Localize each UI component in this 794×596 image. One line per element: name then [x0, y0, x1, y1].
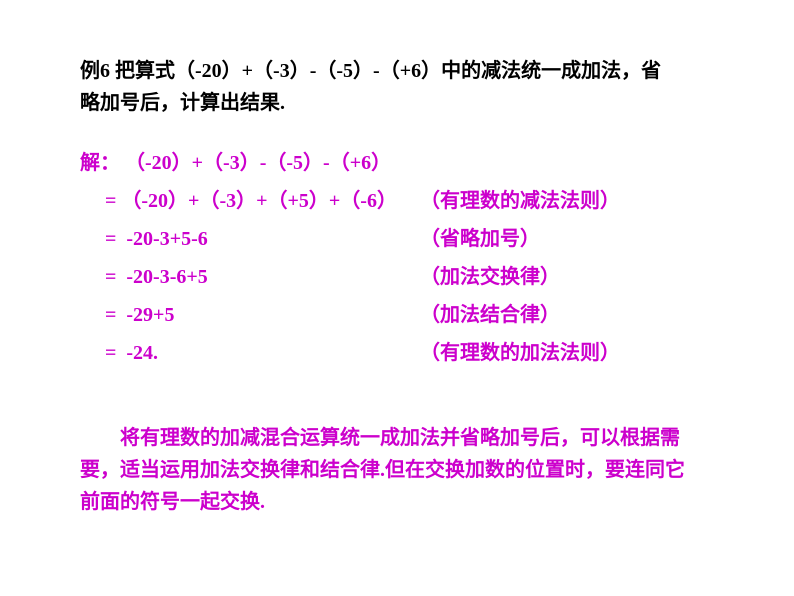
solution-step-right: （有理数的减法法则） — [420, 182, 714, 220]
solution-step-1: = （-20）+（-3）+（+5）+（-6） （有理数的减法法则） — [80, 182, 714, 220]
solution-step-2: = -20-3+5-6 （省略加号） — [80, 220, 714, 258]
solution-step-0: 解： （-20）+（-3）-（-5）-（+6） — [80, 144, 714, 182]
problem-line-1: 例6 把算式（-20）+（-3）-（-5）-（+6）中的减法统一成加法，省 — [80, 55, 714, 87]
solution-step-5: = -24. （有理数的加法法则） — [80, 334, 714, 372]
problem-line-2: 略加号后，计算出结果. — [80, 87, 714, 119]
solution-step-left: = （-20）+（-3）+（+5）+（-6） — [80, 182, 420, 220]
solution-step-left: = -29+5 — [80, 296, 420, 334]
solution-step-right: （加法交换律） — [420, 258, 714, 296]
solution-step-right — [420, 144, 714, 182]
solution-step-left: = -20-3-6+5 — [80, 258, 420, 296]
solution-step-left: = -20-3+5-6 — [80, 220, 420, 258]
solution-step-right: （省略加号） — [420, 220, 714, 258]
solution-step-3: = -20-3-6+5 （加法交换律） — [80, 258, 714, 296]
solution-step-left: 解： （-20）+（-3）-（-5）-（+6） — [80, 144, 420, 182]
problem-statement: 例6 把算式（-20）+（-3）-（-5）-（+6）中的减法统一成加法，省 略加… — [80, 55, 714, 119]
conclusion-line-2: 要，适当运用加法交换律和结合律.但在交换加数的位置时，要连同它 — [80, 454, 714, 486]
solution-step-right: （加法结合律） — [420, 296, 714, 334]
solution-step-right: （有理数的加法法则） — [420, 334, 714, 372]
solution-step-4: = -29+5 （加法结合律） — [80, 296, 714, 334]
conclusion-line-1: 将有理数的加减混合运算统一成加法并省略加号后，可以根据需 — [80, 422, 714, 454]
conclusion-line-3: 前面的符号一起交换. — [80, 486, 714, 518]
solution-step-left: = -24. — [80, 334, 420, 372]
